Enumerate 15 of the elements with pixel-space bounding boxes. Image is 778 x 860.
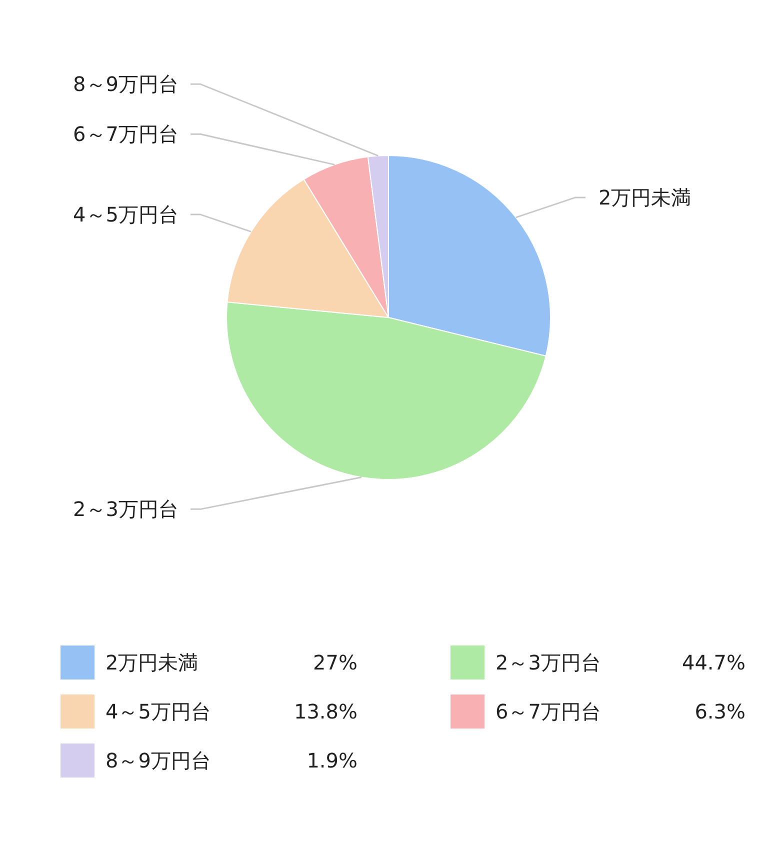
data-label: 13.8% xyxy=(294,700,358,724)
data-label: 6.3% xyxy=(694,700,746,724)
data-label: 1.9% xyxy=(306,748,358,772)
slice-label: 2～3万円台 xyxy=(73,497,179,522)
slice-label: 6～7万円台 xyxy=(73,122,179,146)
data-label: 44.7% xyxy=(682,650,746,674)
slice-label: 8～9万円台 xyxy=(73,72,179,96)
legend-label: 4～5万円台 xyxy=(106,700,211,724)
slice-label: 2万円未満 xyxy=(598,185,692,210)
slice-label: 4～5万円台 xyxy=(73,202,179,227)
legend-label: 8～9万円台 xyxy=(106,748,211,772)
legend-label: 6～7万円台 xyxy=(496,700,601,724)
legend-label: 2万円未満 xyxy=(106,650,198,674)
data-label: 27% xyxy=(313,650,358,674)
legend-label: 2～3万円台 xyxy=(496,650,601,674)
